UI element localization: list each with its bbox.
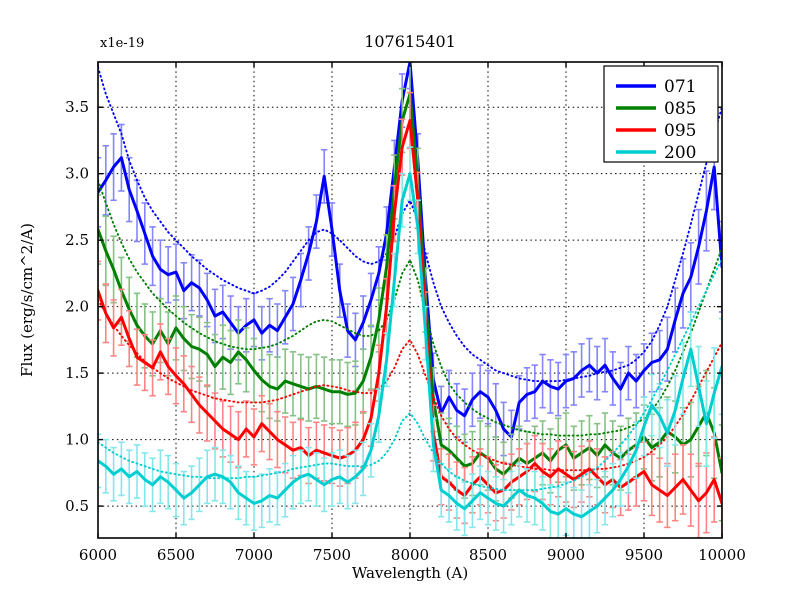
model-curve-085 (98, 179, 722, 437)
y-tick-label: 1.0 (65, 431, 89, 449)
x-tick-label: 9500 (625, 546, 663, 564)
y-tick-label: 1.5 (65, 364, 89, 382)
legend-label-071: 071 (664, 77, 696, 97)
legend-box (603, 65, 719, 163)
x-tick-label: 8000 (391, 546, 429, 564)
series-095 (98, 91, 722, 538)
y-axis-label: Flux (erg/s/cm^2/A) (18, 223, 36, 377)
data-curve-200 (98, 172, 722, 519)
y-tick-label: 2.5 (65, 231, 89, 249)
y-tick-label: 3.5 (65, 98, 89, 116)
axis-ticks (97, 62, 723, 538)
model-curve-200 (98, 257, 722, 492)
x-tick-label: 6500 (157, 546, 195, 564)
x-tick-label: 8500 (469, 546, 507, 564)
legend-label-095: 095 (664, 121, 696, 141)
legend-label-200: 200 (664, 143, 696, 163)
y-tick-label: 3.0 (65, 165, 89, 183)
model-curve-095 (98, 299, 722, 472)
x-tick-label: 10000 (698, 546, 746, 564)
x-tick-label: 7000 (235, 546, 273, 564)
x-tick-label: 7500 (313, 546, 351, 564)
y-tick-label: 2.0 (65, 298, 89, 316)
x-axis-label: Wavelength (A) (352, 564, 468, 582)
legend-label-085: 085 (664, 99, 696, 119)
x-tick-label: 9000 (547, 546, 585, 564)
y-axis-offset-label: x1e-19 (100, 36, 144, 51)
series-200 (98, 146, 722, 538)
page-title: 107615401 (364, 32, 456, 51)
gridlines (98, 62, 722, 538)
data-series-layer (98, 62, 722, 538)
data-curve-071 (98, 62, 722, 439)
y-tick-label: 0.5 (65, 497, 89, 515)
x-tick-label: 6000 (79, 546, 117, 564)
axis-tick-labels: 6000 6500 7000 7500 8000 8500 9000 9500 10000 0.5… (65, 98, 746, 564)
